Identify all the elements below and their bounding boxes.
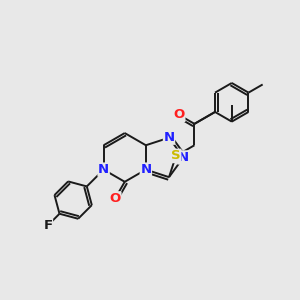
Text: O: O: [173, 108, 184, 122]
Text: S: S: [171, 149, 181, 162]
Text: N: N: [178, 151, 189, 164]
Text: S: S: [171, 149, 181, 162]
Text: N: N: [98, 163, 109, 176]
Text: N: N: [164, 131, 175, 144]
Text: F: F: [44, 219, 52, 232]
Text: N: N: [140, 163, 152, 176]
Text: O: O: [110, 192, 121, 205]
Text: O: O: [173, 108, 184, 122]
Text: O: O: [110, 192, 121, 205]
